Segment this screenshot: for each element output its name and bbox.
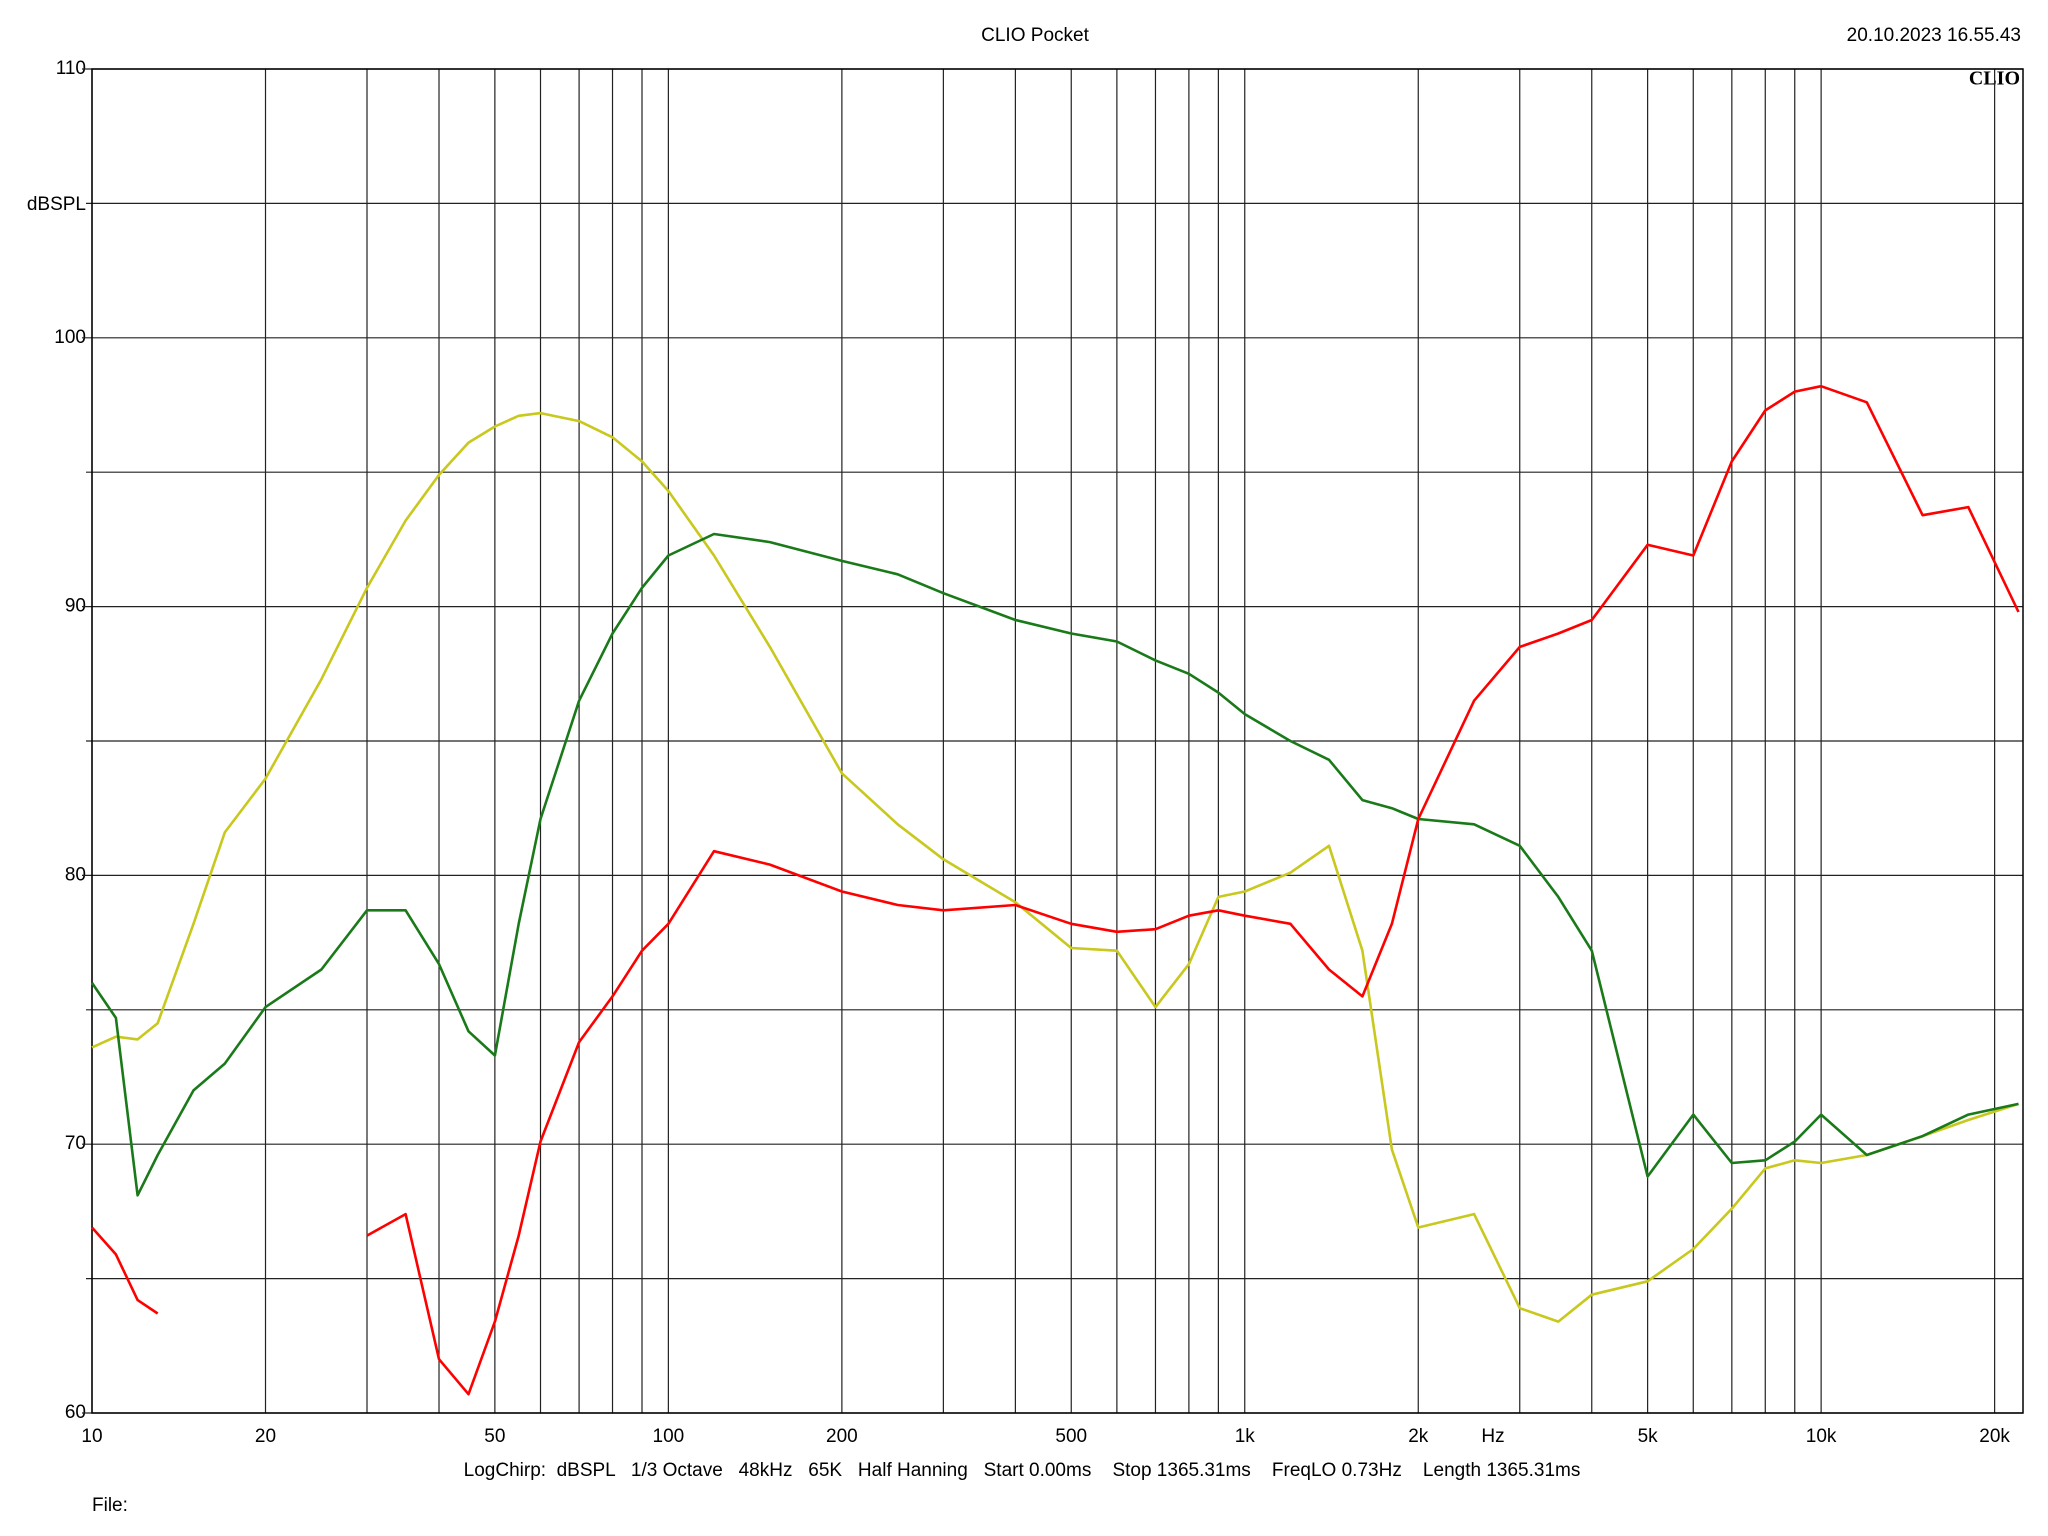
x-tick-label: 100 bbox=[653, 1426, 685, 1447]
x-tick-label: 10 bbox=[81, 1426, 102, 1447]
footer: LogChirp: dBSPL 1/3 Octave 48kHz 65K Hal… bbox=[464, 1460, 1581, 1481]
x-tick-label: 200 bbox=[826, 1426, 858, 1447]
x-tick-label: 2k bbox=[1408, 1426, 1429, 1447]
series-line bbox=[91, 411, 2019, 1323]
y-axis-label: dBSPL bbox=[27, 194, 86, 215]
series-line bbox=[90, 532, 2019, 1197]
x-tick-label: 20k bbox=[1979, 1426, 2010, 1447]
y-tick-label: 90 bbox=[65, 596, 86, 617]
chart-title: CLIO Pocket bbox=[981, 25, 1089, 46]
timestamp: 20.10.2023 16.55.43 bbox=[1847, 25, 2021, 46]
file-label: File: bbox=[92, 1495, 128, 1516]
x-tick-label: 50 bbox=[484, 1426, 505, 1447]
x-tick-label: 1k bbox=[1235, 1426, 1256, 1447]
series-line bbox=[91, 384, 2020, 1396]
y-tick-label: 110 bbox=[56, 58, 86, 79]
x-tick-label: 5k bbox=[1638, 1426, 1659, 1447]
x-axis-label: Hz bbox=[1481, 1426, 1504, 1447]
plot-frame bbox=[91, 68, 2024, 1414]
x-tick-label: 10k bbox=[1806, 1426, 1837, 1447]
y-tick-label: 80 bbox=[65, 864, 86, 885]
x-tick-label: 20 bbox=[255, 1426, 276, 1447]
y-tick-label: 100 bbox=[54, 327, 86, 348]
y-tick-label: 70 bbox=[65, 1133, 86, 1154]
y-tick-label: 60 bbox=[65, 1402, 86, 1423]
x-tick-label: 500 bbox=[1055, 1426, 1087, 1447]
